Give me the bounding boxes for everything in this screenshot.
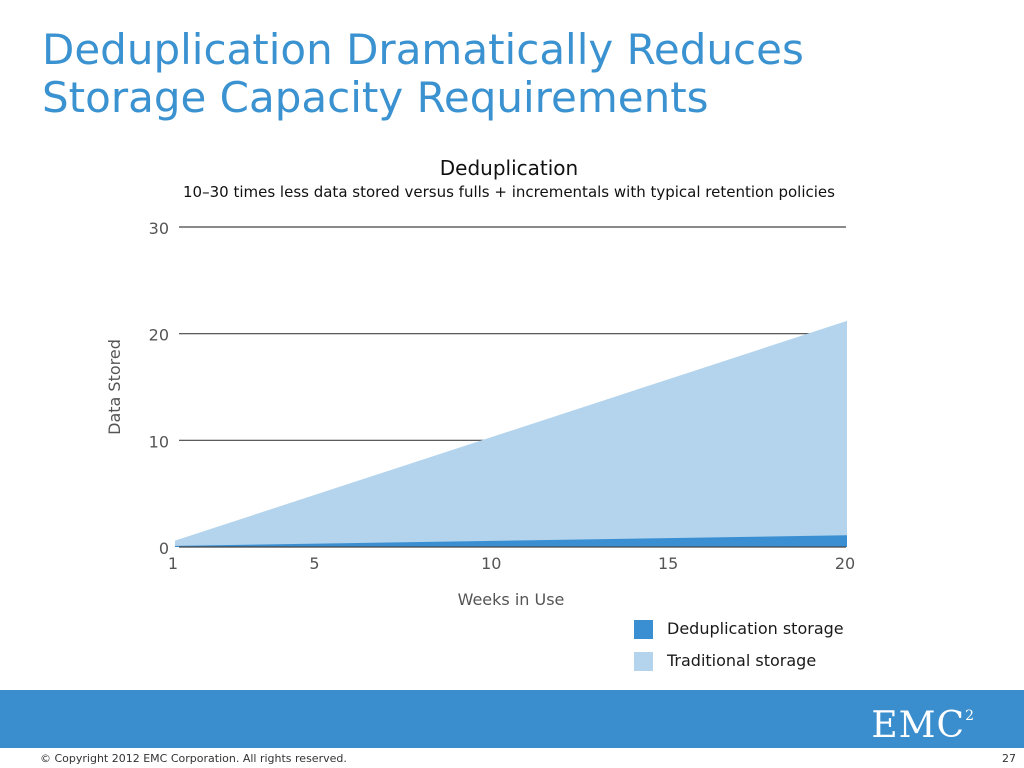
y-axis-label: Data Stored	[105, 339, 124, 435]
slide-title-line-2: Storage Capacity Requirements	[42, 73, 709, 122]
x-tick-label: 5	[309, 554, 319, 573]
y-tick-labels: 0 10 20 30	[149, 219, 169, 558]
x-tick-label: 10	[481, 554, 501, 573]
legend-label-traditional: Traditional storage	[667, 651, 817, 670]
legend-swatch-traditional	[634, 652, 653, 671]
series-areas	[175, 320, 847, 547]
chart-subtitle: 10–30 times less data stored versus full…	[183, 183, 835, 201]
emc-logo: EMC2	[871, 705, 974, 746]
chart-title: Deduplication	[440, 156, 578, 180]
copyright-text: © Copyright 2012 EMC Corporation. All ri…	[40, 752, 347, 765]
x-axis-label: Weeks in Use	[458, 590, 565, 609]
x-tick-label: 1	[168, 554, 178, 573]
slide-title-line-1: Deduplication Dramatically Reduces	[42, 25, 804, 74]
footer-band: EMC2	[0, 690, 1024, 748]
x-tick-label: 15	[658, 554, 678, 573]
legend-swatch-deduplication	[634, 620, 653, 639]
y-tick-label: 0	[159, 539, 169, 558]
slide-title: Deduplication Dramatically Reduces Stora…	[42, 26, 982, 122]
area-chart: Deduplication 10–30 times less data stor…	[105, 156, 855, 609]
series-area-traditional	[175, 320, 847, 547]
series-area-deduplication	[175, 535, 847, 547]
y-tick-label: 10	[149, 432, 169, 451]
y-tick-label: 20	[149, 326, 169, 345]
y-tick-label: 30	[149, 219, 169, 238]
legend-label-deduplication: Deduplication storage	[667, 619, 844, 638]
page-number: 27	[1002, 752, 1016, 765]
x-tick-label: 20	[835, 554, 855, 573]
x-tick-labels: 1 5 10 15 20	[168, 554, 855, 573]
